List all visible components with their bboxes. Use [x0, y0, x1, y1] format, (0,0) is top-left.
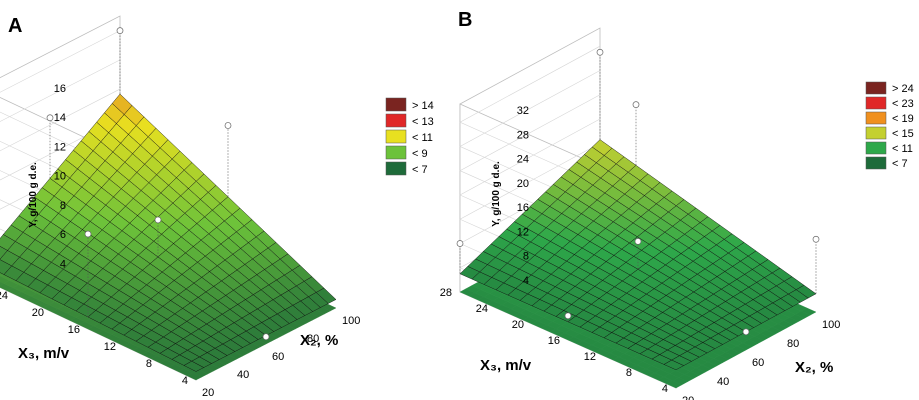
legend-label: < 7 [412, 164, 428, 176]
z-tick-label: 8 [523, 251, 529, 263]
data-point [154, 216, 162, 224]
legend-label: < 11 [412, 132, 433, 144]
legend-swatch [385, 97, 407, 112]
x2-tick-label: 100 [342, 315, 360, 327]
x3-tick-label: 28 [440, 287, 452, 299]
x3-tick-label: 4 [182, 375, 188, 387]
z-tick-label: 12 [54, 141, 66, 153]
x2-tick-label: 20 [682, 395, 694, 400]
x2-axis-label: X₂, % [300, 332, 338, 349]
panel-label: A [8, 15, 22, 37]
data-point [632, 101, 640, 108]
legend-label: > 14 [412, 100, 434, 112]
x2-tick-label: 20 [202, 387, 214, 399]
z-tick-label: 12 [517, 226, 529, 238]
surface-cell [315, 287, 337, 304]
legend-label: < 9 [412, 148, 428, 160]
z-tick-label: 20 [517, 178, 529, 190]
legend-swatch [865, 126, 887, 140]
x2-tick-label: 80 [787, 338, 799, 350]
legend-label: < 7 [892, 158, 908, 170]
legend-swatch [385, 145, 407, 160]
data-point [742, 328, 750, 336]
legend-label: > 24 [892, 83, 914, 95]
x2-axis-label: X₂, % [795, 359, 833, 376]
z-tick-label: 16 [517, 202, 529, 214]
x3-axis-label: X₃, m/v [480, 357, 532, 374]
legend-swatch [865, 111, 887, 125]
z-tick-label: 4 [523, 275, 529, 287]
legend-label: < 23 [892, 98, 914, 110]
data-point [84, 230, 92, 238]
data-point [46, 114, 54, 122]
z-axis-label: Y, g/100 g d.e. [491, 161, 502, 227]
x3-tick-label: 16 [548, 335, 560, 347]
x3-tick-label: 8 [146, 358, 152, 370]
z-tick-label: 8 [60, 200, 66, 212]
data-point [116, 27, 124, 34]
legend-swatch [865, 96, 887, 110]
x2-tick-label: 80 [307, 333, 319, 345]
x2-tick-label: 60 [752, 357, 764, 369]
z-tick-label: 32 [517, 105, 529, 117]
x3-tick-label: 24 [0, 290, 8, 302]
x3-tick-label: 24 [476, 303, 488, 315]
data-point [564, 312, 572, 320]
z-axis-label: Y, g/100 g d.e. [28, 162, 39, 228]
data-point [812, 235, 820, 243]
floor-cell [0, 281, 5, 286]
z-tick-label: 28 [517, 129, 529, 141]
panel-b-chart: 4 8 12 16 20 24 28 32 Y, g/100 g d.e. 4 8 12 16 20 24 2… [440, 9, 914, 400]
x3-tick-label: 16 [68, 324, 80, 336]
z-tick-label: 4 [60, 258, 66, 270]
data-point [262, 333, 270, 341]
x2-tick-label: 40 [237, 369, 249, 381]
legend-swatch [865, 141, 887, 155]
panel-label: B [458, 9, 472, 31]
legend-swatch [385, 113, 407, 128]
z-tick-label: 16 [54, 83, 66, 95]
z-tick-label: 6 [60, 229, 66, 241]
data-point [596, 48, 604, 56]
z-tick-label: 24 [517, 154, 529, 166]
x3-tick-label: 8 [626, 367, 632, 379]
legend-swatch [865, 156, 887, 170]
legend-swatch [385, 161, 407, 176]
x3-tick-label: 12 [584, 351, 596, 363]
x2-tick-label: 60 [272, 351, 284, 363]
legend-label: < 15 [892, 128, 914, 140]
z-tick-label: 10 [54, 171, 66, 183]
x3-axis-label: X₃, m/v [18, 345, 70, 362]
x2-tick-label: 40 [717, 376, 729, 388]
legend-swatch [865, 81, 887, 95]
legend-swatch [385, 129, 407, 144]
legend-label: < 19 [892, 113, 914, 125]
x3-tick-label: 12 [104, 341, 116, 353]
legend-label: < 11 [892, 143, 913, 155]
x3-tick-label: 20 [512, 319, 524, 331]
data-point [634, 238, 642, 245]
legend-label: < 13 [412, 116, 434, 128]
data-point [456, 240, 464, 247]
z-tick-label: 14 [54, 112, 66, 124]
x3-tick-label: 4 [662, 383, 668, 395]
data-point [224, 122, 232, 129]
x3-tick-label: 20 [32, 307, 44, 319]
surface-cell [795, 284, 817, 299]
x2-tick-label: 100 [822, 319, 840, 331]
